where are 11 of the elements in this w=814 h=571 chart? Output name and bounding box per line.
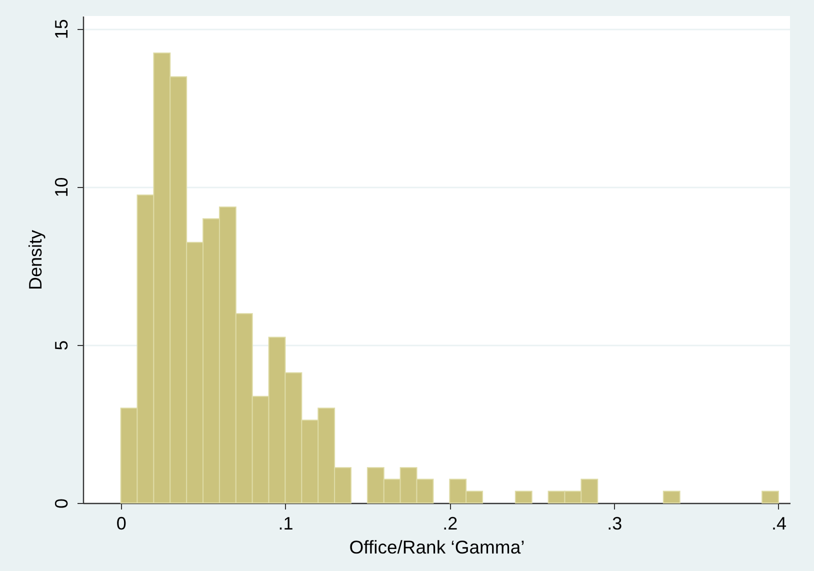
y-tick-label: 10 (52, 177, 72, 198)
x-tick-label: .1 (278, 514, 294, 534)
x-tick-label: .4 (771, 514, 786, 534)
y-axis-title: Density (26, 230, 46, 290)
x-tick-label: 0 (116, 514, 126, 534)
y-tick-label: 15 (52, 19, 72, 40)
x-tick-label: .2 (442, 514, 458, 534)
y-tick-label: 0 (52, 498, 72, 509)
x-axis-title: Office/Rank ‘Gamma’ (349, 536, 525, 558)
x-tick-label: .3 (607, 514, 622, 534)
y-tick-label: 5 (52, 340, 72, 350)
